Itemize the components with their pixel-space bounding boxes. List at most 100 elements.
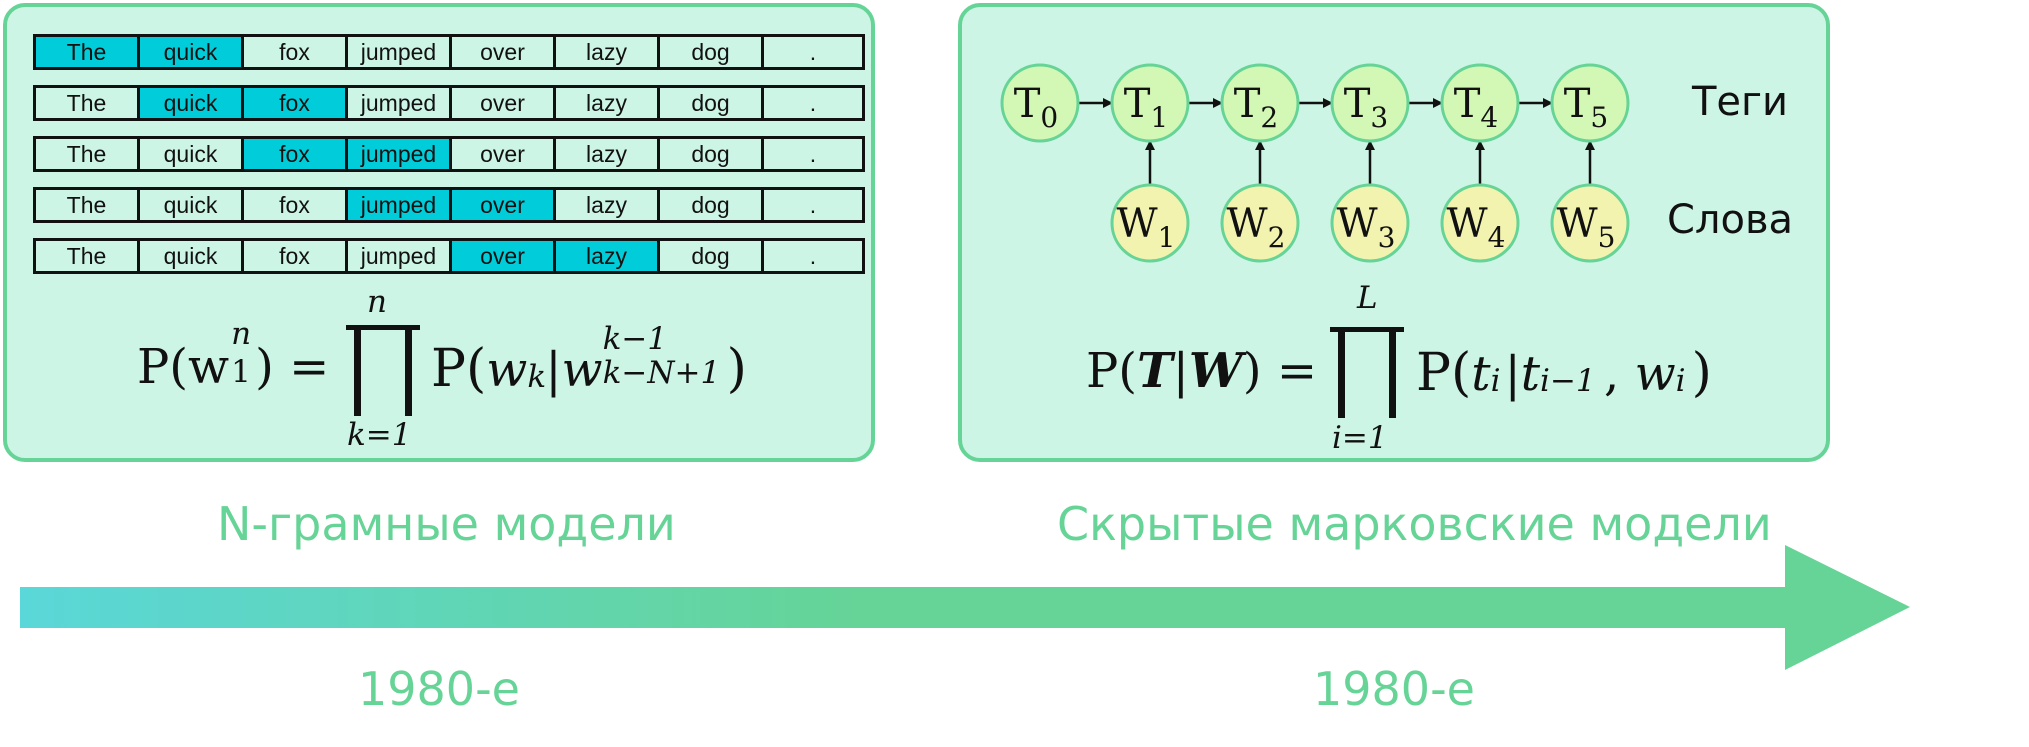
word-node-3-circle [1330,183,1410,263]
ngram-cell-highlighted: lazy [553,238,657,274]
hmm-prod-upper-limit: L [1357,280,1378,316]
ngram-cell: quick [137,136,241,172]
tag-node-5-subscript: 5 [1590,101,1608,134]
tags-label: Теги [1692,79,1789,125]
word-node-1-subscript: 1 [1158,221,1176,254]
ngram-cell: over [449,85,553,121]
ngram-cell: . [761,136,865,172]
word-node-2-label: W2 [1227,201,1286,254]
tag-node-0-letter: T [1014,81,1041,127]
ngram-cell: . [761,238,865,274]
ngram-row: The quick fox jumped over lazy dog. [33,136,865,172]
tag-node-2-letter: T [1234,81,1261,127]
tag-node-1-subscript: 1 [1150,101,1168,134]
tag-node-5: T5 [1550,63,1630,143]
ngram-cell: fox [241,34,345,70]
tag-node-1-label: T1 [1124,81,1169,134]
ngram-cell: lazy [553,136,657,172]
ngram-cell: dog [657,136,761,172]
hmm-prod-lower-limit: i=1 [1332,420,1388,456]
word-node-4-letter: W [1447,201,1488,247]
ngram-cell: . [761,85,865,121]
ngram-panel: The quick fox jumped over lazy dog. The quick fox… [3,3,875,462]
prod-lower-limit: k=1 [347,417,412,453]
hmm-formula-rhs: P(t i |t i−1, w i) [1416,343,1712,403]
word-node-2: W2 [1220,183,1300,263]
ngram-cell: lazy [553,85,657,121]
word-node-5-circle [1550,183,1630,263]
ngram-cell: jumped [345,85,449,121]
ngram-cell: . [761,34,865,70]
word-node-3-label: W3 [1337,201,1396,254]
tag-node-5-label: T5 [1564,81,1609,134]
ngram-cell: lazy [553,34,657,70]
word-node-4-subscript: 4 [1488,221,1506,254]
ngram-cell-highlighted: jumped [345,187,449,223]
ngram-cell: The [33,136,137,172]
tag-node-5-circle [1550,63,1630,143]
ngram-cell: dog [657,34,761,70]
word-node-5-label: W5 [1557,201,1616,254]
tag-node-1-letter: T [1124,81,1151,127]
ngram-cell: The [33,85,137,121]
tag-node-0: T0 [1000,63,1080,143]
ngram-cell-highlighted: fox [241,85,345,121]
word-node-5-letter: W [1557,201,1598,247]
ngram-cell-highlighted: over [449,187,553,223]
ngram-caption: N-грамные модели [217,497,676,551]
tag-node-4: T4 [1440,63,1520,143]
ngram-cell: The [33,238,137,274]
hmm-panel: T0 T1 T2 T3 T4 T5 W1 W2 W3 W4 W5 Теги Слова P(T|W)… [958,3,1830,462]
product-symbol [346,325,420,416]
ngram-cell: jumped [345,238,449,274]
ngram-cell: over [449,34,553,70]
ngram-table: The quick fox jumped over lazy dog. The quick fox… [33,34,865,289]
word-node-5: W5 [1550,183,1630,263]
tag-node-2-subscript: 2 [1260,101,1278,134]
ngram-cell-highlighted: The [33,34,137,70]
ngram-cell-highlighted: quick [137,85,241,121]
tag-node-2-circle [1220,63,1300,143]
ngram-cell: jumped [345,34,449,70]
word-node-2-circle [1220,183,1300,263]
ngram-cell: . [761,187,865,223]
word-node-3-subscript: 3 [1378,221,1396,254]
tag-node-0-label: T0 [1014,81,1059,134]
tag-node-5-letter: T [1564,81,1591,127]
ngram-cell: fox [241,238,345,274]
word-node-1-circle [1110,183,1190,263]
hmm-product-symbol [1330,327,1404,418]
ngram-cell: quick [137,187,241,223]
hmm-formula-lhs: P(T|W) = [1086,343,1318,399]
tag-node-3-label: T3 [1344,81,1389,134]
ngram-row: The quick fox jumped over lazy dog. [33,187,865,223]
words-label: Слова [1667,197,1794,243]
ngram-cell-highlighted: over [449,238,553,274]
word-node-1-label: W1 [1117,201,1176,254]
ngram-cell-highlighted: quick [137,34,241,70]
word-node-4-circle [1440,183,1520,263]
ngram-row: The quick fox jumped over lazy dog. [33,238,865,274]
formula-rhs: P(w k |w k−1 k−N+1) [431,321,747,399]
ngram-cell: dog [657,85,761,121]
tag-node-3-letter: T [1344,81,1371,127]
ngram-cell: quick [137,238,241,274]
ngram-row: The quick fox jumped over lazy dog. [33,34,865,70]
word-node-1: W1 [1110,183,1190,263]
tag-node-0-subscript: 0 [1040,101,1058,134]
hmm-date: 1980-е [1313,662,1475,716]
tag-node-4-letter: T [1454,81,1481,127]
word-node-3: W3 [1330,183,1410,263]
hmm-caption: Скрытые марковские модели [1057,497,1772,551]
tag-node-4-label: T4 [1454,81,1499,134]
word-node-2-subscript: 2 [1268,221,1286,254]
ngram-cell: fox [241,187,345,223]
ngram-cell-highlighted: jumped [345,136,449,172]
tag-node-4-circle [1440,63,1520,143]
ngram-row: The quick fox jumped over lazy dog. [33,85,865,121]
ngram-cell: The [33,187,137,223]
ngram-date: 1980-е [358,662,520,716]
word-node-5-subscript: 5 [1598,221,1616,254]
word-node-2-letter: W [1227,201,1268,247]
